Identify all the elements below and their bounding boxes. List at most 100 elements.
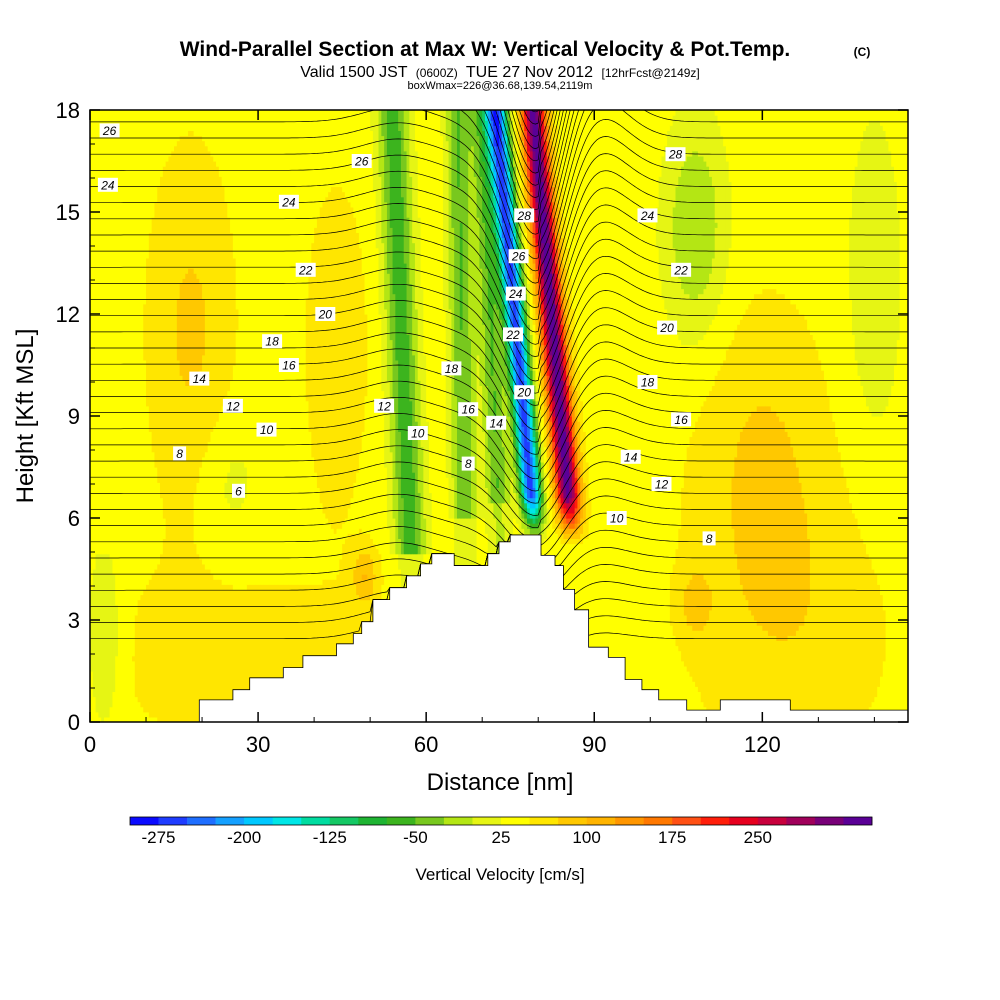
- velocity-cell: [661, 155, 665, 300]
- velocity-cell: [555, 431, 559, 448]
- velocity-cell: [406, 334, 410, 555]
- velocity-cell: [308, 584, 312, 718]
- velocity-cell: [580, 110, 584, 402]
- velocity-cell: [487, 135, 492, 147]
- velocity-cell: [521, 482, 525, 494]
- velocity-cell: [246, 584, 251, 722]
- velocity-cell: [224, 482, 228, 499]
- velocity-cell: [176, 359, 181, 722]
- velocity-cell: [496, 308, 500, 478]
- velocity-cell: [487, 502, 492, 585]
- velocity-cell: [571, 538, 576, 545]
- velocity-cell: [555, 482, 559, 499]
- velocity-cell: [555, 273, 559, 290]
- velocity-cell: [216, 421, 220, 580]
- velocity-cell: [330, 186, 335, 529]
- velocity-cell: [647, 110, 651, 722]
- velocity-cell: [566, 344, 570, 361]
- velocity-cell: [504, 395, 508, 504]
- velocity-cell: [655, 110, 660, 208]
- colorbar-swatch: [472, 817, 502, 825]
- velocity-cell: [437, 110, 441, 722]
- velocity-cell: [535, 456, 539, 468]
- velocity-cell: [546, 206, 551, 223]
- velocity-cell: [770, 288, 775, 412]
- velocity-cell: [527, 186, 531, 203]
- velocity-cell: [574, 507, 579, 514]
- velocity-cell: [196, 482, 200, 555]
- velocity-cell: [695, 150, 699, 300]
- velocity-cell: [218, 579, 223, 722]
- contour-label-text: 10: [610, 512, 624, 526]
- velocity-cell: [549, 201, 553, 213]
- contour-label-text: 14: [624, 450, 638, 464]
- velocity-cell: [538, 507, 542, 519]
- velocity-cell: [398, 538, 402, 555]
- contour-label-box: [486, 415, 507, 430]
- velocity-cell: [765, 405, 769, 631]
- velocity-cell: [496, 110, 500, 116]
- velocity-cell: [532, 222, 537, 239]
- velocity-cell: [493, 145, 497, 157]
- velocity-cell: [535, 268, 539, 279]
- velocity-cell: [731, 110, 735, 341]
- velocity-cell: [871, 120, 875, 417]
- velocity-cell: [490, 130, 494, 147]
- contour-label: 24: [637, 208, 658, 223]
- velocity-cell: [235, 589, 240, 722]
- velocity-cell: [490, 186, 494, 208]
- colorbar-swatch: [729, 817, 759, 825]
- velocity-cell: [574, 523, 579, 529]
- velocity-cell: [703, 579, 707, 626]
- velocity-cell: [227, 390, 231, 473]
- velocity-cell: [176, 110, 181, 142]
- velocity-cell: [319, 110, 324, 208]
- velocity-cell: [518, 319, 523, 330]
- velocity-cell: [555, 263, 559, 274]
- velocity-cell: [790, 303, 794, 448]
- velocity-cell: [686, 671, 691, 722]
- velocity-cell: [151, 574, 156, 718]
- velocity-cell: [686, 293, 691, 346]
- contour-label: 6: [232, 483, 245, 498]
- velocity-cell: [543, 390, 548, 407]
- velocity-cell: [115, 655, 119, 722]
- velocity-cell: [549, 370, 553, 386]
- velocity-cell: [493, 303, 497, 392]
- contour-label-text: 22: [505, 328, 520, 342]
- velocity-cell: [230, 461, 234, 509]
- velocity-cell: [535, 252, 539, 269]
- velocity-cell: [518, 257, 523, 269]
- velocity-cell: [518, 171, 523, 193]
- velocity-cell: [132, 110, 136, 657]
- velocity-cell: [182, 135, 186, 279]
- contour-label-box: [262, 334, 283, 349]
- velocity-cell: [882, 609, 887, 662]
- velocity-cell: [358, 599, 363, 636]
- velocity-cell: [504, 268, 508, 279]
- velocity-cell: [888, 395, 892, 722]
- velocity-cell: [524, 477, 528, 494]
- velocity-cell: [384, 308, 388, 468]
- velocity-cell: [560, 456, 565, 478]
- velocity-cell: [524, 334, 528, 346]
- velocity-cell: [361, 431, 366, 534]
- velocity-cell: [835, 110, 839, 437]
- velocity-cell: [543, 125, 548, 142]
- velocity-cell: [364, 574, 368, 580]
- velocity-cell: [336, 574, 340, 692]
- velocity-cell: [532, 349, 537, 371]
- x-axis-label: Distance [nm]: [427, 769, 574, 796]
- theta-contour: [90, 444, 908, 529]
- velocity-cell: [529, 120, 534, 137]
- velocity-cell: [305, 110, 310, 300]
- velocity-cell: [543, 140, 548, 152]
- velocity-cell: [552, 426, 556, 443]
- velocity-cell: [395, 110, 399, 361]
- velocity-cell: [874, 120, 878, 417]
- velocity-cell: [703, 110, 707, 162]
- velocity-cell: [829, 110, 833, 412]
- velocity-cell: [490, 206, 494, 233]
- velocity-cell: [367, 599, 371, 631]
